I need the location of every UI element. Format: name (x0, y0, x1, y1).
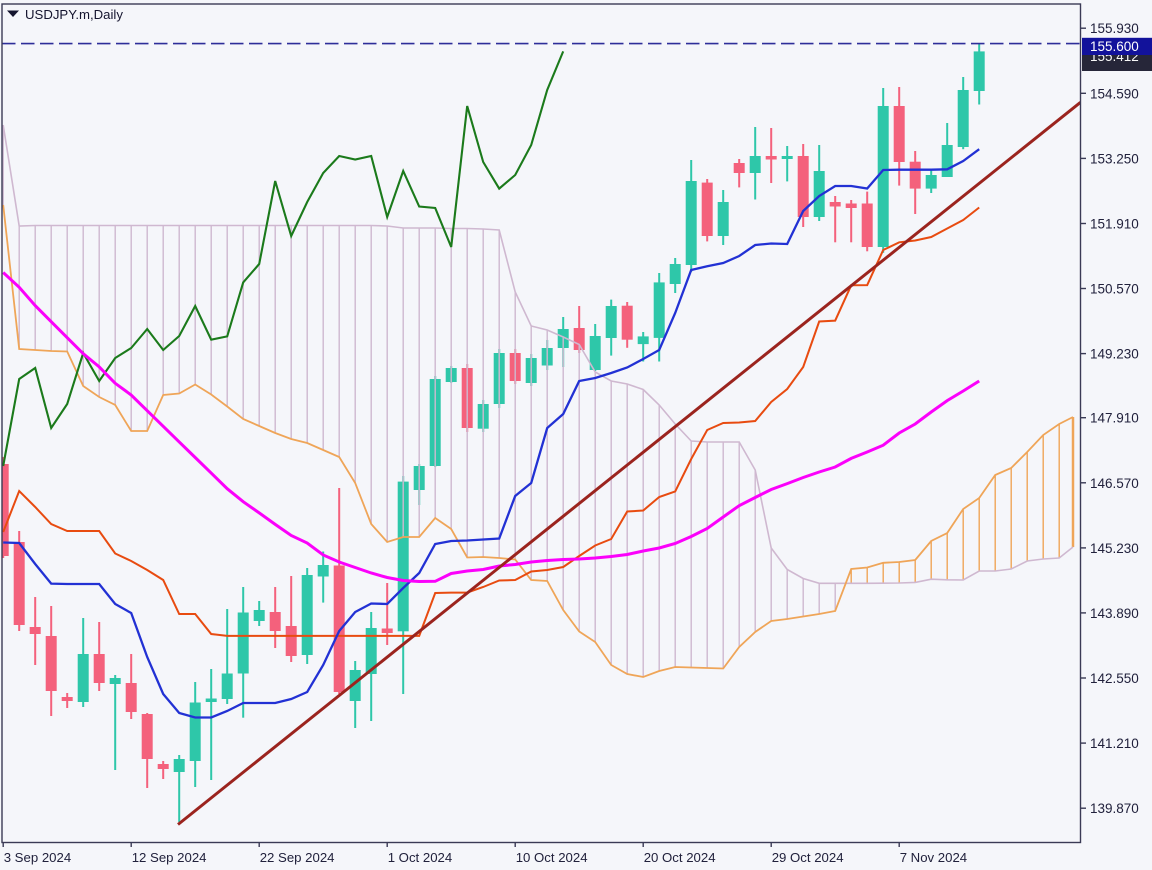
svg-text:1 Oct 2024: 1 Oct 2024 (388, 850, 453, 865)
svg-text:151.910: 151.910 (1090, 217, 1139, 232)
svg-text:145.230: 145.230 (1090, 541, 1139, 556)
svg-text:141.210: 141.210 (1090, 736, 1139, 751)
svg-text:147.910: 147.910 (1090, 411, 1139, 426)
svg-text:7 Nov 2024: 7 Nov 2024 (900, 850, 967, 865)
svg-text:153.250: 153.250 (1090, 151, 1139, 166)
svg-text:150.570: 150.570 (1090, 282, 1139, 297)
svg-text:10 Oct 2024: 10 Oct 2024 (516, 850, 588, 865)
svg-text:155.930: 155.930 (1090, 21, 1139, 36)
svg-text:149.230: 149.230 (1090, 347, 1139, 362)
svg-text:154.590: 154.590 (1090, 86, 1139, 101)
svg-text:139.870: 139.870 (1090, 801, 1139, 816)
svg-text:20 Oct 2024: 20 Oct 2024 (644, 850, 716, 865)
svg-text:USDJPY.m,Daily: USDJPY.m,Daily (25, 7, 123, 22)
svg-text:155.600: 155.600 (1090, 39, 1139, 54)
svg-text:22 Sep 2024: 22 Sep 2024 (260, 850, 335, 865)
svg-text:29 Oct 2024: 29 Oct 2024 (772, 850, 844, 865)
svg-text:12 Sep 2024: 12 Sep 2024 (132, 850, 207, 865)
svg-text:142.550: 142.550 (1090, 671, 1139, 686)
svg-text:3 Sep 2024: 3 Sep 2024 (4, 850, 71, 865)
svg-text:155.412: 155.412 (1090, 49, 1139, 64)
svg-text:146.570: 146.570 (1090, 476, 1139, 491)
svg-text:143.890: 143.890 (1090, 606, 1139, 621)
